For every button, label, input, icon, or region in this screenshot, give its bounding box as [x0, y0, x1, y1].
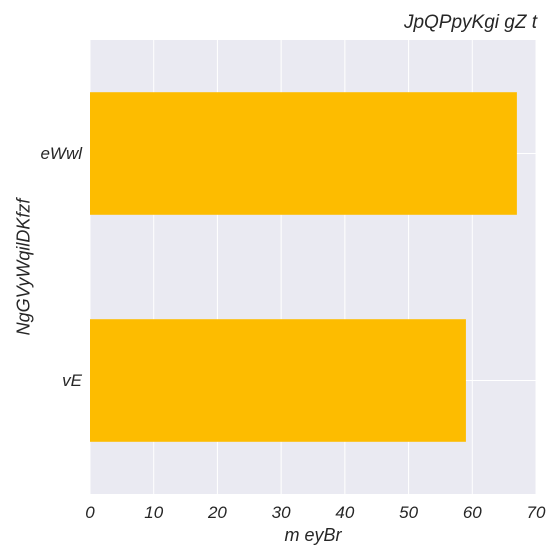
x-tick-label: 70	[527, 503, 546, 522]
y-tick-labels: eWwl vE	[40, 144, 83, 390]
y-axis-label: NgGVyWqilDKfzf	[13, 198, 34, 336]
x-tick-label: 60	[463, 503, 482, 522]
x-axis-label: m eyBr	[284, 525, 342, 545]
x-tick-label: 30	[272, 503, 291, 522]
bars	[90, 92, 517, 442]
x-tick-labels: 0 10 20 30 40 50 60 70	[85, 503, 546, 522]
x-tick-label: 0	[85, 503, 95, 522]
y-tick-label: eWwl	[40, 144, 83, 163]
x-tick-label: 50	[399, 503, 418, 522]
x-tick-label: 10	[144, 503, 163, 522]
x-tick-label: 40	[335, 503, 354, 522]
bar-vE	[90, 319, 466, 442]
bar-eWwl	[90, 92, 517, 215]
chart-title: JpQPpyKgi gZ t	[403, 12, 537, 33]
y-tick-label: vE	[62, 371, 83, 390]
x-tick-label: 20	[207, 503, 227, 522]
